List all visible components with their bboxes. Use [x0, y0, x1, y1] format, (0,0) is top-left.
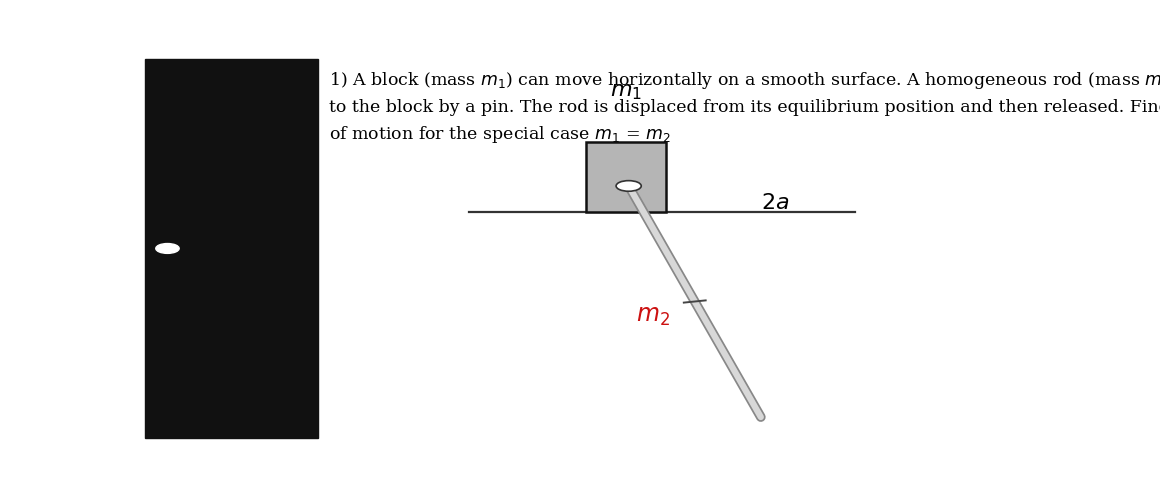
Circle shape: [155, 244, 179, 253]
Text: $m_2$: $m_2$: [636, 305, 669, 328]
Text: $m_1$: $m_1$: [610, 80, 641, 102]
Text: 1) A block (mass $m_1$) can move horizontally on a smooth surface. A homogeneous: 1) A block (mass $m_1$) can move horizon…: [329, 70, 1160, 145]
Bar: [587, 142, 666, 213]
Text: $2a$: $2a$: [761, 192, 789, 214]
Circle shape: [616, 181, 641, 191]
Bar: [145, 59, 318, 438]
